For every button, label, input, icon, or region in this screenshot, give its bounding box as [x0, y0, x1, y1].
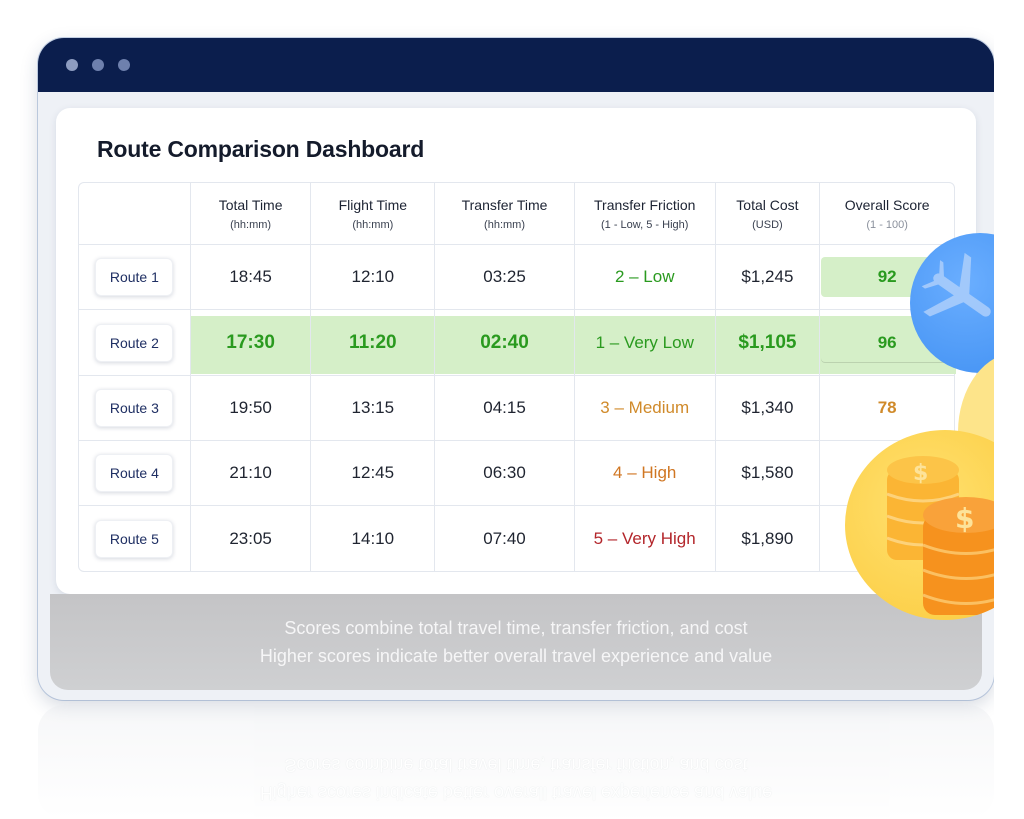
header-total-cost: Total Cost (USD) [716, 183, 821, 244]
header-label: Total Cost [736, 196, 799, 213]
svg-text:$: $ [955, 502, 974, 535]
transfer-friction: 4 – High [575, 441, 716, 505]
header-unit: (1 - 100) [866, 218, 908, 231]
header-overall-score: Overall Score (1 - 100) [820, 183, 954, 244]
route-3-button[interactable]: Route 3 [95, 389, 174, 427]
dashboard-card: Route Comparison Dashboard Total Time (h… [56, 108, 976, 594]
transfer-friction: 2 – Low [575, 245, 716, 309]
table-row: Route 4 21:10 12:45 06:30 4 – High $1,58… [79, 441, 954, 506]
table-row-highlighted: Route 2 17:30 11:20 02:40 1 – Very Low $… [79, 310, 956, 376]
header-transfer-friction: Transfer Friction (1 - Low, 5 - High) [575, 183, 716, 244]
reflection-line-1: Scores combine total travel time, transf… [284, 755, 748, 775]
header-unit: (hh:mm) [484, 218, 525, 231]
transfer-time: 03:25 [435, 245, 575, 309]
score-explanation-footer: Scores combine total travel time, transf… [50, 594, 982, 690]
total-cost: $1,890 [716, 506, 821, 572]
total-cost: $1,580 [716, 441, 821, 505]
route-1-button[interactable]: Route 1 [95, 258, 174, 296]
route-comparison-table: Total Time (hh:mm) Flight Time (hh:mm) T… [78, 182, 956, 572]
route-cell: Route 4 [79, 441, 191, 505]
header-unit: (hh:mm) [352, 218, 394, 231]
header-unit: (1 - Low, 5 - High) [601, 218, 689, 231]
flight-time: 14:10 [311, 506, 436, 572]
header-flight-time: Flight Time (hh:mm) [311, 183, 436, 244]
flight-time: 12:10 [311, 245, 436, 309]
total-time: 23:05 [191, 506, 312, 572]
footer-line-1: Scores combine total travel time, transf… [284, 618, 748, 638]
flight-time: 13:15 [311, 376, 436, 440]
route-cell: Route 3 [79, 376, 191, 440]
route-cell: Route 1 [79, 245, 191, 309]
footer-line-2: Higher scores indicate better overall tr… [259, 646, 773, 666]
transfer-time: 06:30 [435, 441, 575, 505]
app-window: Route Comparison Dashboard Total Time (h… [38, 38, 994, 700]
header-label: Transfer Friction [594, 196, 696, 213]
total-cost: $1,340 [716, 376, 821, 440]
svg-text:$: $ [913, 461, 928, 486]
page-margin [994, 0, 1024, 819]
close-dot[interactable] [66, 59, 78, 71]
reflection-line-2: Higher scores indicate better overall tr… [259, 783, 773, 803]
maximize-dot[interactable] [118, 59, 130, 71]
route-2-button[interactable]: Route 2 [95, 323, 174, 362]
header-label: Flight Time [338, 196, 408, 213]
header-transfer-time: Transfer Time (hh:mm) [435, 183, 575, 244]
route-cell: Route 2 [79, 310, 191, 375]
total-time: 18:45 [191, 245, 312, 309]
total-time: 17:30 [191, 310, 312, 375]
header-route [79, 183, 191, 244]
header-label: Transfer Time [461, 196, 548, 213]
table-row: Route 1 18:45 12:10 03:25 2 – Low $1,245… [79, 245, 954, 310]
table-header: Total Time (hh:mm) Flight Time (hh:mm) T… [79, 183, 954, 245]
flight-time: 12:45 [311, 441, 436, 505]
overall-score: 78 [877, 398, 897, 417]
title-bar [38, 38, 994, 92]
transfer-time: 02:40 [435, 310, 575, 375]
total-cost: $1,245 [716, 245, 821, 309]
table-row: Route 5 23:05 14:10 07:40 5 – Very High … [79, 506, 954, 572]
route-cell: Route 5 [79, 506, 191, 572]
header-label: Overall Score [844, 196, 930, 213]
header-label: Total Time [218, 196, 283, 213]
page-title: Route Comparison Dashboard [97, 136, 425, 162]
transfer-friction: 5 – Very High [575, 506, 716, 572]
route-5-button[interactable]: Route 5 [95, 520, 174, 558]
total-cost: $1,105 [716, 310, 821, 375]
route-4-button[interactable]: Route 4 [95, 454, 174, 492]
transfer-time: 07:40 [435, 506, 575, 572]
header-unit: (hh:mm) [230, 218, 272, 231]
transfer-friction: 1 – Very Low [575, 310, 716, 375]
header-total-time: Total Time (hh:mm) [191, 183, 312, 244]
window-reflection: Higher scores indicate better overall tr… [38, 705, 994, 819]
transfer-friction: 3 – Medium [575, 376, 716, 440]
total-time: 19:50 [191, 376, 312, 440]
header-unit: (USD) [752, 218, 783, 231]
table-row: Route 3 19:50 13:15 04:15 3 – Medium $1,… [79, 376, 954, 441]
flight-time: 11:20 [311, 310, 436, 375]
total-time: 21:10 [191, 441, 312, 505]
transfer-time: 04:15 [435, 376, 575, 440]
minimize-dot[interactable] [92, 59, 104, 71]
